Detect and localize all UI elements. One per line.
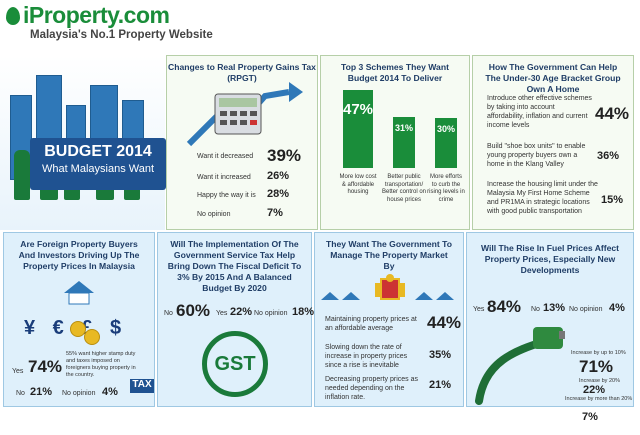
under30-item-value: 44% — [595, 104, 630, 123]
scheme-bar-value: 30% — [436, 124, 455, 134]
under30-title: How The Government Can Help The Under-30… — [485, 62, 621, 94]
site-tagline: Malaysia's No.1 Property Website — [30, 29, 213, 41]
rpgt-panel: Changes to Real Property Gains Tax (RPGT… — [166, 55, 318, 230]
under30-item-text: Build "shoe box units" to enable young p… — [487, 143, 586, 168]
foreign-noop-value: 4% — [102, 386, 118, 398]
location-pin-icon — [6, 7, 20, 25]
houses-row — [321, 287, 363, 305]
scheme-bar-value: 31% — [394, 123, 413, 133]
under30-item-value: 15% — [601, 194, 624, 206]
gst-noop-value: 18% — [292, 306, 315, 318]
budget-title: BUDGET 2014 — [44, 143, 152, 160]
manage-item-value: 44% — [427, 313, 462, 332]
under30-item-value: 36% — [597, 150, 620, 162]
foreign-yes-value: 74% — [28, 357, 63, 376]
fuel-item-text: Increase by more than 20% — [565, 396, 633, 402]
rpgt-row-value: 7% — [267, 207, 283, 219]
manage-item-text: Maintaining property prices at an afford… — [325, 316, 417, 332]
fuel-item-value: 22% — [583, 384, 606, 396]
scheme-bar-label: Better public transportation/ Better con… — [381, 174, 427, 203]
schemes-panel: Top 3 Schemes They Want Budget 2014 To D… — [320, 55, 470, 230]
calculator-arrow-icon — [186, 82, 303, 147]
houses-row — [415, 287, 457, 305]
house-icon — [436, 292, 454, 300]
fuel-item-value: 71% — [579, 357, 614, 376]
fuel-nozzle-icon — [475, 327, 565, 405]
rpgt-row-value: 26% — [267, 170, 290, 182]
rpgt-row-label: No opinion — [197, 211, 231, 218]
fuel-item-text: Increase by up to 10% — [571, 350, 626, 356]
manage-panel: They Want The Government To Manage The P… — [314, 232, 464, 407]
gst-title: Will The Implementation Of The Governmen… — [167, 239, 302, 293]
rpgt-row-label: Want it increased — [197, 174, 251, 181]
gst-yes-value: 22% — [230, 306, 253, 318]
budget-subtitle: What Malaysians Want — [41, 163, 155, 175]
house-icon — [321, 292, 339, 300]
fuel-noop-value: 4% — [609, 302, 625, 314]
rpgt-row-value: 28% — [267, 188, 290, 200]
foreign-note: 55% want higher stamp duty and taxes imp… — [66, 351, 136, 378]
scheme-bar-label: More efforts to curb the rising levels i… — [427, 174, 465, 203]
manage-item-text: Decreasing property prices as needed dep… — [325, 376, 418, 401]
house-icon — [342, 292, 360, 300]
gst-badge: GST — [202, 331, 268, 397]
gst-yes-label: Yes — [216, 310, 228, 317]
foreign-no-value: 21% — [30, 386, 53, 398]
tax-badge: TAX — [130, 379, 154, 393]
site-logo: iProperty.com — [6, 2, 170, 29]
manage-item-value: 35% — [429, 349, 452, 361]
under30-item-text: Introduce other effective schemes by tak… — [487, 95, 592, 129]
gst-no-value: 60% — [176, 301, 211, 320]
fuel-no-value: 13% — [543, 302, 566, 314]
rpgt-row-label: Want it decreased — [197, 153, 254, 160]
fuel-item-value: 7% — [582, 411, 598, 423]
scheme-bar-label: More low cost & affordable housing — [339, 174, 377, 195]
rpgt-title: Changes to Real Property Gains Tax (RPGT… — [168, 62, 316, 83]
under30-panel: How The Government Can Help The Under-30… — [472, 55, 634, 230]
fuel-panel: Will The Rise In Fuel Prices Affect Prop… — [466, 232, 634, 407]
budget-banner: BUDGET 2014 What Malaysians Want — [30, 138, 166, 190]
manage-title: They Want The Government To Manage The P… — [325, 239, 453, 271]
fuel-no-label: No — [531, 306, 540, 313]
manage-item-text: Slowing down the rate of increase in pro… — [325, 344, 408, 369]
person-icon — [14, 150, 30, 200]
malaysia-coat-of-arms-icon — [375, 274, 405, 300]
foreign-panel: Are Foreign Property Buyers And Investor… — [3, 232, 155, 407]
fuel-noop-label: No opinion — [569, 306, 603, 313]
gst-no-label: No — [164, 310, 173, 317]
foreign-noop-label: No opinion — [62, 390, 96, 397]
foreign-title: Are Foreign Property Buyers And Investor… — [18, 239, 140, 271]
gst-noop-label: No opinion — [254, 310, 288, 317]
coin-icon — [84, 329, 100, 345]
under30-item-text: Increase the housing limit under the Mal… — [487, 181, 598, 215]
fuel-yes-label: Yes — [473, 306, 485, 313]
house-icon — [415, 292, 433, 300]
fuel-item-text: Increase by 20% — [579, 378, 620, 384]
manage-item-value: 21% — [429, 379, 452, 391]
house-icon — [64, 281, 94, 305]
scheme-bar: 30% — [435, 118, 457, 168]
fuel-yes-value: 84% — [487, 297, 522, 316]
rpgt-row-value: 39% — [267, 146, 302, 165]
scheme-bar: 31% — [393, 117, 415, 168]
scheme-bar: 47% — [343, 90, 373, 168]
coin-icon — [70, 321, 86, 337]
schemes-title: Top 3 Schemes They Want Budget 2014 To D… — [341, 62, 449, 83]
gst-panel: Will The Implementation Of The Governmen… — [157, 232, 315, 407]
foreign-yes-label: Yes — [12, 368, 24, 375]
fuel-title: Will The Rise In Fuel Prices Affect Prop… — [480, 243, 620, 275]
rpgt-row-label: Happy the way it is — [197, 192, 256, 199]
logo-text: iProperty.com — [23, 2, 170, 28]
foreign-no-label: No — [16, 390, 25, 397]
scheme-bar-value: 47% — [343, 101, 374, 118]
